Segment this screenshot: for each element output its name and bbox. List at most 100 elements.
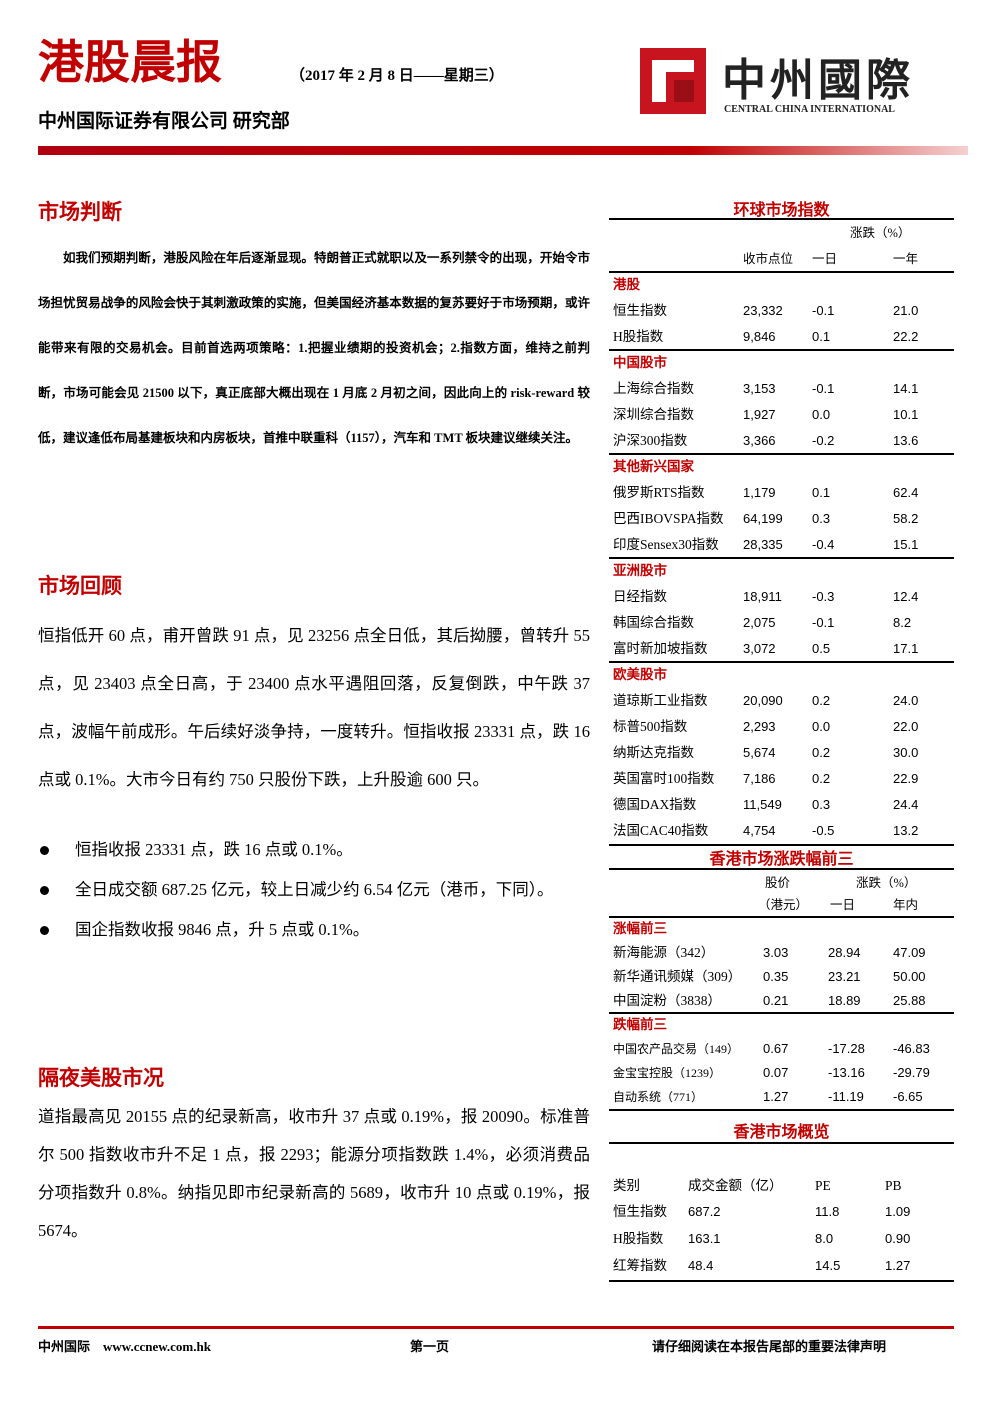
cell: -29.79 [893,1065,930,1080]
cell: -46.83 [893,1041,930,1056]
cell: 0.3 [812,511,831,526]
cell: 0.67 [763,1041,789,1056]
cell: 28,335 [743,537,783,552]
cell: 8.0 [815,1231,834,1246]
cell: 10.1 [893,407,919,422]
cell: 11,549 [743,797,782,812]
cell: 22.2 [893,329,919,344]
cell: 0.1 [812,329,831,344]
footer-left: 中州国际 www.ccnew.com.hk [38,1339,211,1354]
cell: PE [815,1178,831,1193]
cell: 道琼斯工业指数 [613,693,708,708]
table-title: 环球市场指数 [733,202,830,219]
cell: 2,293 [743,719,776,734]
cell: 8.2 [893,615,912,630]
cell: 58.2 [893,511,919,526]
cell: 0.3 [812,797,831,812]
cell: 日经指数 [613,589,667,604]
cell: 涨跌（%） [850,226,911,240]
cell: 印度Sensex30指数 [613,537,719,552]
cell: -11.19 [828,1089,864,1104]
cell: 中国农产品交易（149） [613,1042,740,1056]
cell: -0.1 [812,381,835,396]
cell: 15.1 [893,537,919,552]
cell: 47.09 [893,945,926,960]
cell: -17.28 [828,1041,865,1056]
cell: 德国DAX指数 [613,797,697,812]
cell: 一日 [812,252,838,266]
paragraph: 道指最高见 20155 点的纪录新高，收市升 37 点或 0.19%，报 200… [38,1107,590,1240]
group-name: 中国股市 [613,355,667,370]
rule [609,661,954,663]
cell: 上海综合指数 [613,381,694,396]
cell: 标普500指数 [613,719,688,734]
cell: 成交金额（亿） [688,1178,783,1193]
header-rule [38,146,968,155]
cell: 9,846 [743,329,776,344]
cell: 23,332 [743,303,783,318]
paragraph: 恒指低开 60 点，甫开曾跌 91 点，见 23256 点全日低，其后拗腰，曾转… [38,626,590,789]
cell: 3,153 [743,381,776,396]
section-heading: 隔夜美股市况 [38,1066,164,1090]
cell: 0.21 [763,993,789,1008]
cell: 21.0 [893,303,919,318]
cell: 0.07 [763,1065,789,1080]
group-name: 欧美股市 [613,667,667,682]
cell: 深圳综合指数 [613,407,694,422]
cell: 13.2 [893,823,919,838]
cell: 恒生指数 [613,1204,667,1219]
cell: 涨跌（%） [856,876,917,890]
cell: PB [885,1178,902,1193]
section-heading: 市场判断 [38,200,122,224]
cell: -0.5 [812,823,835,838]
cell: 中国淀粉（3838） [613,993,721,1008]
cell: 17.1 [893,641,919,656]
cell: 163.1 [688,1231,721,1246]
footer-rule [38,1326,954,1329]
cell: 3,366 [743,433,776,448]
cell: 英国富时100指数 [613,771,715,786]
cell: H股指数 [613,329,664,344]
cell: 5,674 [743,745,776,760]
cell: 4,754 [743,823,776,838]
cell: 30.0 [893,745,919,760]
cell: 14.1 [893,381,919,396]
cell: 0.5 [812,641,831,656]
cell: 3,072 [743,641,776,656]
group-name: 跌幅前三 [613,1017,667,1032]
cell: 25.88 [893,993,926,1008]
table-title: 香港市场涨跌幅前三 [709,851,854,868]
section-heading: 市场回顾 [38,574,122,598]
title: 港股晨报 [38,37,222,88]
cell: 11.8 [815,1204,840,1219]
cell: 3.03 [763,945,789,960]
cell: 新华通讯频媒（309） [613,969,742,984]
logo-mark [640,48,706,114]
rule [609,1012,954,1014]
rule [609,218,954,220]
cell: 0.35 [763,969,789,984]
cell: 1,927 [743,407,776,422]
cell: 1.09 [885,1204,911,1219]
rule [609,453,954,455]
cell: 22.9 [893,771,919,786]
cell: 0.90 [885,1231,911,1246]
footer-right: 请仔细阅读在本报告尾部的重要法律声明 [652,1339,887,1354]
cell: 48.4 [688,1258,714,1273]
logo-text: 中州國際 [722,56,914,105]
rule [609,271,954,273]
cell: 14.5 [815,1258,841,1273]
cell: -6.65 [893,1089,923,1104]
cell: 62.4 [893,485,919,500]
cell: 新海能源（342） [613,945,715,960]
cell: 1,179 [743,485,776,500]
rule [609,1280,954,1282]
cell: （港元） [758,898,809,912]
cell: 富时新加坡指数 [613,641,708,656]
cell: 0.1 [812,485,831,500]
cell: 0.2 [812,745,831,760]
cell: 0.0 [812,407,831,422]
cell: 24.4 [893,797,919,812]
rule [609,349,954,351]
